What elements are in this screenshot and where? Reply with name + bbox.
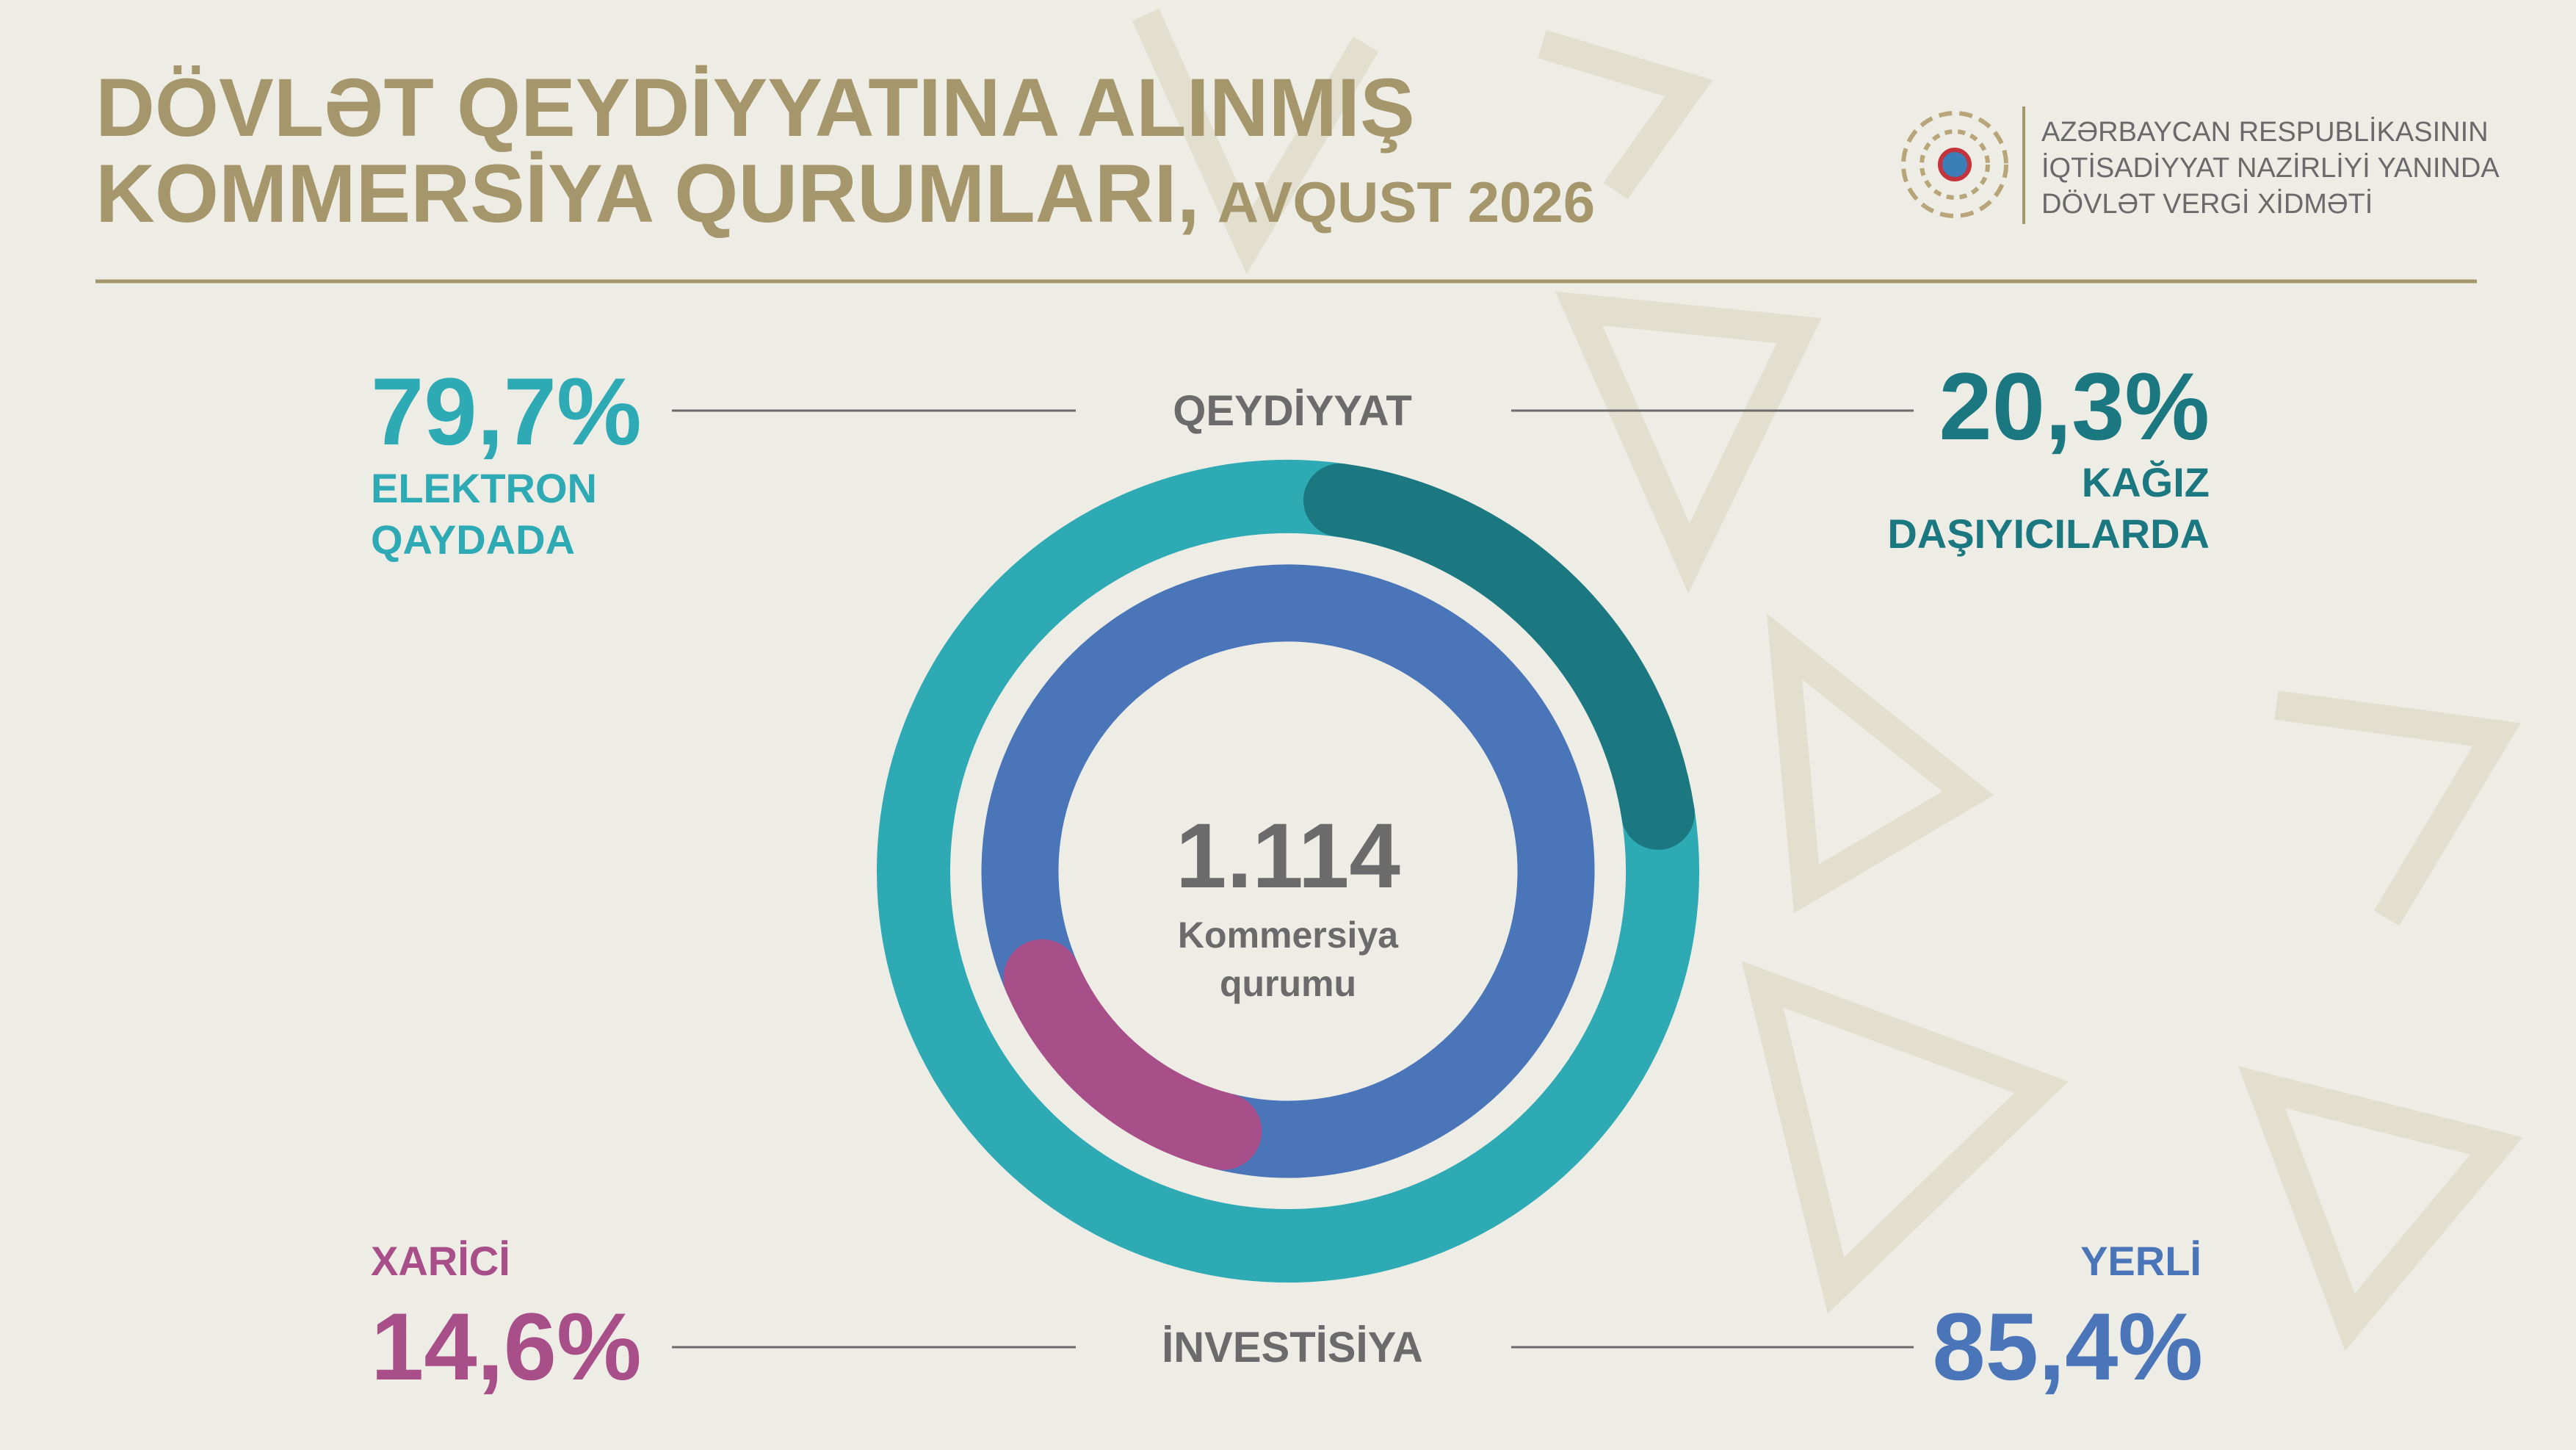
category-label: ELEKTRON QAYDADA — [371, 465, 597, 563]
title: KOMMERSİYA QURUMLARI, — [95, 148, 1200, 239]
ring-name: QEYDİYYAT — [1173, 387, 1412, 435]
emblem-core — [1938, 148, 1972, 181]
decor — [1766, 613, 1994, 914]
decor — [2274, 690, 2521, 926]
decor — [1741, 961, 2069, 1314]
ring-segment — [1003, 939, 1262, 1170]
logo-emblem — [1901, 111, 2008, 218]
emblem-ring — [1901, 111, 2008, 218]
logo-line: İQTİSADİYYAT NAZİRLİYİ YANINDA — [2041, 152, 2500, 184]
value-label: 14,6% — [371, 1293, 642, 1400]
center-label: Kommersiya — [1178, 915, 1399, 956]
category-label: XARİCİ — [371, 1238, 510, 1284]
ring-name: İNVESTİSİYA — [1162, 1324, 1423, 1371]
ring-segment — [981, 564, 1595, 1178]
decor — [1132, 8, 1379, 275]
value-label: 79,7% — [371, 358, 642, 465]
ring-segment — [1303, 463, 1695, 850]
value-label: 20,3% — [1939, 353, 2210, 460]
ring-segment — [877, 460, 1699, 1283]
title: DÖVLƏT QEYDİYYATINA ALINMIŞ — [95, 62, 1415, 154]
category-label: KAĞIZ DAŞIYICILARDA — [1887, 459, 2210, 557]
decor — [1538, 29, 1713, 200]
background-pattern — [1132, 8, 2523, 1352]
value-label: 85,4% — [1932, 1293, 2203, 1400]
date: AVQUST 2026 — [1218, 170, 1595, 234]
category-label: YERLİ — [2080, 1238, 2201, 1284]
logo-line: AZƏRBAYCAN RESPUBLİKASININ — [2041, 116, 2489, 148]
center-value: 1.114 — [1176, 805, 1400, 907]
decor — [1555, 291, 1822, 594]
center-label: qurumu — [1220, 963, 1356, 1004]
emblem-ring — [1920, 129, 1990, 200]
logo-line: DÖVLƏT VERGİ XİDMƏTİ — [2041, 188, 2373, 220]
decor — [2237, 1066, 2523, 1352]
